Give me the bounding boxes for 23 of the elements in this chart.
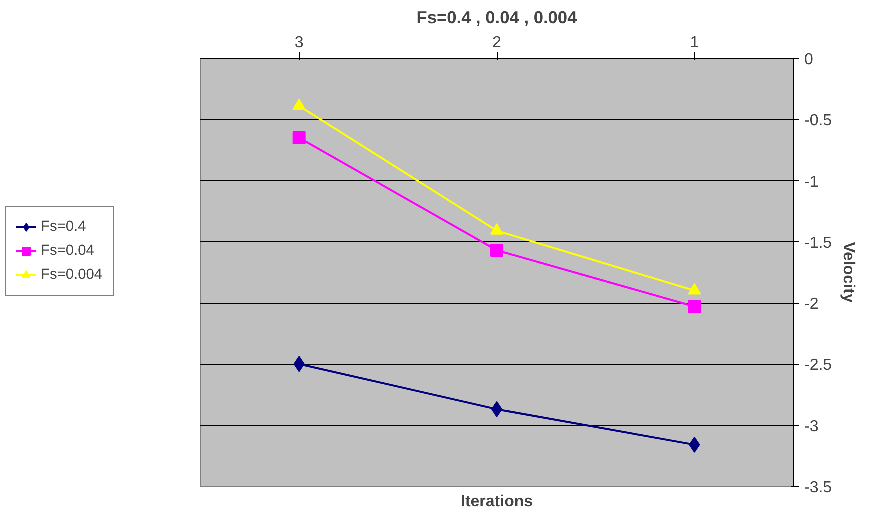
- chart-title: Fs=0.4 , 0.04 , 0.004: [416, 8, 578, 28]
- x-tick-label: 1: [690, 34, 700, 52]
- y-tick-label: 0: [804, 52, 814, 68]
- point: [688, 300, 702, 314]
- y-tick-label: -3: [804, 418, 819, 436]
- y-tick-label: -0.5: [804, 112, 832, 130]
- legend-label: Fs=0.4: [41, 219, 86, 235]
- x-axis-title: Iterations: [460, 494, 534, 510]
- y-tick-label: -2.5: [804, 357, 832, 374]
- point: [688, 283, 702, 295]
- y-tick-label: -1: [804, 174, 819, 191]
- point: [292, 131, 306, 144]
- point: [490, 223, 504, 235]
- y-tick-label: -3.5: [804, 480, 832, 496]
- y-axis-title: Velocity: [840, 242, 858, 303]
- point: [490, 244, 504, 257]
- y-tick-label: -2: [804, 296, 819, 314]
- x-tick-label: 3: [294, 34, 304, 52]
- legend-label: Fs=0.04: [41, 243, 94, 259]
- point: [292, 98, 306, 110]
- y-tick-label: -1.5: [804, 234, 832, 252]
- x-tick-label: 2: [492, 34, 502, 52]
- legend-label: Fs=0.004: [41, 267, 103, 283]
